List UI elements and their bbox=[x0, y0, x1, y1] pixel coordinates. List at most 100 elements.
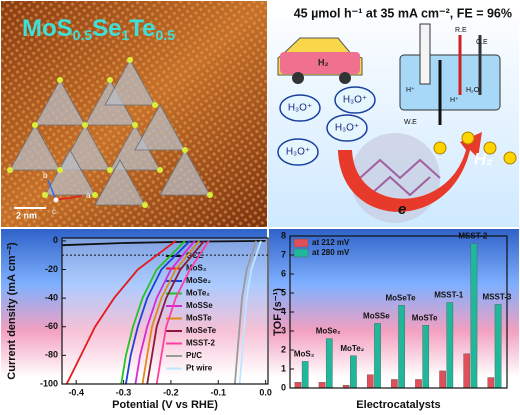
x-tick-label: -0.4 bbox=[68, 387, 84, 397]
legend-label: GCE bbox=[186, 251, 204, 260]
plot-area bbox=[61, 237, 269, 385]
legend-label: Pt/C bbox=[186, 351, 202, 360]
legend-label: Pt wire bbox=[186, 364, 213, 373]
category-label: MoSTe bbox=[412, 313, 438, 322]
legend-label: MSST-2 bbox=[186, 339, 215, 348]
formula-part: Se bbox=[92, 15, 121, 42]
electrochemical-cell bbox=[399, 23, 501, 125]
formula-subscript: 0.5 bbox=[156, 27, 176, 43]
x-axis-title: Electrocatalysts bbox=[356, 399, 440, 411]
ion-label: H₃O⁺ bbox=[343, 95, 367, 106]
bar bbox=[446, 302, 454, 389]
curve bbox=[155, 240, 210, 385]
bar bbox=[294, 382, 302, 389]
legend-label: at 280 mV bbox=[312, 248, 350, 257]
category-label: MoS₂ bbox=[294, 350, 315, 359]
curve bbox=[134, 240, 196, 385]
bar bbox=[366, 374, 374, 389]
bar bbox=[439, 370, 446, 389]
bar bbox=[325, 338, 333, 389]
legend-label: MoSeTe bbox=[186, 326, 217, 335]
curve bbox=[234, 240, 258, 385]
category-label: MoSe₂ bbox=[316, 327, 341, 336]
cell-label: H₂O bbox=[466, 87, 480, 94]
bar bbox=[391, 379, 398, 389]
bar bbox=[318, 382, 326, 389]
axis-c: c bbox=[52, 207, 56, 216]
bar bbox=[374, 323, 381, 389]
bar bbox=[422, 325, 430, 389]
material-formula: MoS0.5Se1Te0.5 bbox=[22, 15, 175, 42]
formula-part: MoS bbox=[22, 15, 73, 42]
legend-label: at 212 mV bbox=[312, 238, 350, 247]
category-label: MoSeTe bbox=[385, 293, 416, 302]
legend-label: MoSTe bbox=[186, 314, 212, 323]
category-label: MoSSe bbox=[363, 312, 390, 321]
y-tick-label: -100 bbox=[40, 378, 58, 388]
cell-label: R.E bbox=[455, 27, 467, 34]
ion-bubbles bbox=[277, 86, 376, 166]
curve bbox=[125, 240, 191, 385]
cell-label: H⁺ bbox=[450, 97, 459, 104]
electron-label: e bbox=[398, 201, 406, 218]
atoms bbox=[7, 57, 213, 208]
bar bbox=[487, 377, 495, 389]
legend-swatch bbox=[293, 248, 309, 258]
category-label: MSST-1 bbox=[434, 291, 463, 300]
legend-label: MoSSe bbox=[186, 301, 213, 310]
curve bbox=[141, 240, 200, 385]
legend-label: MoTe₂ bbox=[186, 289, 210, 298]
reaction-arrow bbox=[338, 132, 482, 212]
ion-label: H₃O⁺ bbox=[286, 147, 310, 158]
category-label: MSST-3 bbox=[482, 293, 511, 302]
cell-label: W.E bbox=[404, 119, 417, 126]
cell-label: H⁺ bbox=[406, 87, 415, 94]
y-tick-label: 0 bbox=[281, 382, 286, 392]
y-tick-label: 2 bbox=[281, 344, 286, 354]
legend-label: MoS₂ bbox=[186, 264, 207, 273]
y-axis-title: TOF (s⁻¹) bbox=[272, 288, 284, 336]
curve bbox=[146, 240, 205, 385]
y-tick-label: 3 bbox=[281, 325, 286, 335]
bar bbox=[350, 355, 357, 389]
charts: GCE MoS₂ MoSe₂ MoTe₂ MoSSe MoSTe MoSeTe MSST-2 P… bbox=[6, 230, 512, 411]
legend-swatch bbox=[293, 238, 309, 248]
curve bbox=[120, 240, 186, 385]
y-tick-label: 7 bbox=[281, 249, 286, 259]
y-tick-label: 1 bbox=[281, 363, 286, 373]
bar bbox=[494, 304, 502, 389]
ion-label: H₃O⁺ bbox=[288, 103, 312, 114]
bar bbox=[470, 243, 478, 389]
bar bbox=[301, 361, 309, 389]
bar bbox=[415, 379, 422, 389]
x-tick-label: -0.1 bbox=[211, 387, 227, 397]
x-tick-label: -0.3 bbox=[116, 387, 132, 397]
x-axis-title: Potential (V vs RHE) bbox=[112, 399, 218, 411]
curve bbox=[61, 240, 266, 247]
formula-subscript: 1 bbox=[122, 27, 130, 43]
car bbox=[277, 37, 363, 84]
crystal-axes bbox=[47, 179, 83, 203]
headline: 45 µmol h⁻¹ at 35 mA cm⁻², FE = 96% bbox=[294, 6, 512, 20]
y-tick-label: 4 bbox=[281, 306, 286, 316]
polyhedra bbox=[9, 59, 211, 206]
axis-b: b bbox=[43, 171, 48, 180]
y-tick-label: 6 bbox=[281, 268, 286, 278]
legend-label: MoSe₂ bbox=[186, 276, 211, 285]
y-tick-label: -20 bbox=[45, 264, 58, 274]
car-label: H₂ bbox=[318, 57, 329, 67]
y-tick-label: 0 bbox=[53, 235, 58, 245]
cell-label: C.E bbox=[476, 39, 488, 46]
ion-label: H₃O⁺ bbox=[335, 123, 359, 134]
x-tick-label: 0.0 bbox=[259, 387, 272, 397]
x-tick-label: -0.2 bbox=[163, 387, 179, 397]
y-tick-label: 5 bbox=[281, 287, 286, 297]
category-label: MoTe₂ bbox=[340, 344, 364, 353]
bar bbox=[398, 305, 405, 389]
y-tick-label: -40 bbox=[45, 292, 58, 302]
smileys bbox=[433, 131, 517, 165]
y-tick-label: -60 bbox=[45, 321, 58, 331]
y-tick-label: 8 bbox=[281, 230, 286, 240]
curve bbox=[238, 240, 262, 385]
